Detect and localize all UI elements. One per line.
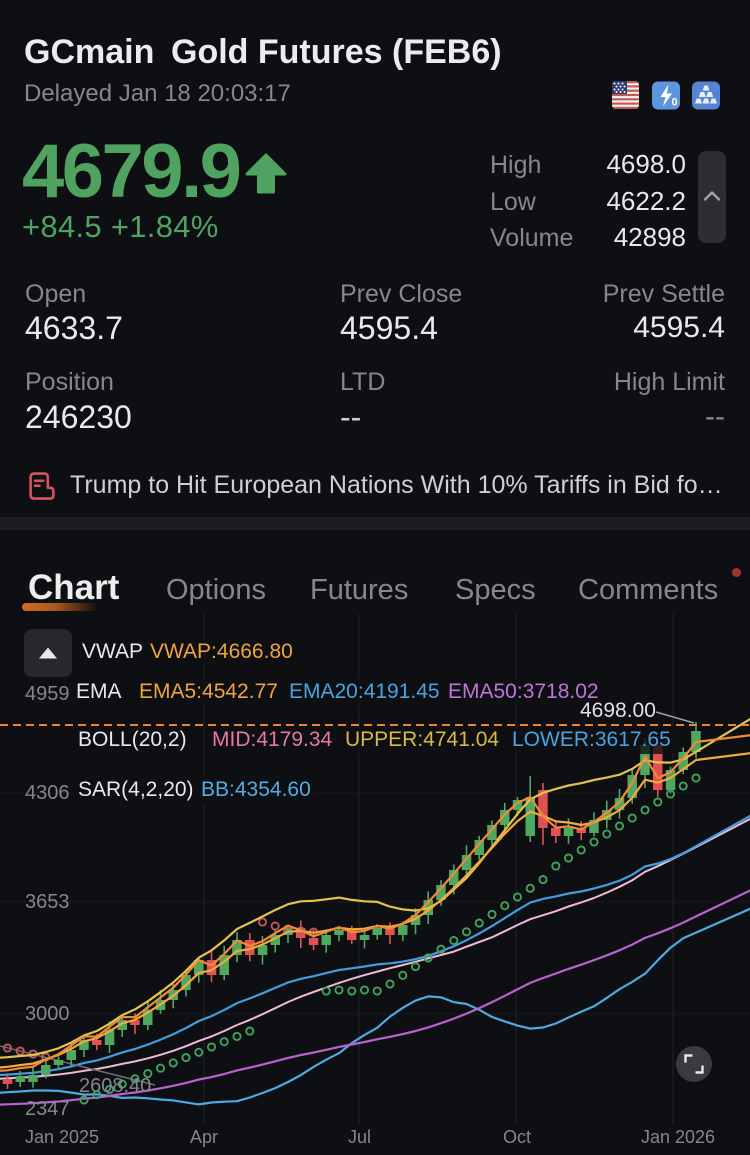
svg-text:0: 0 — [672, 97, 678, 109]
svg-text:2608.40: 2608.40 — [79, 1075, 151, 1097]
